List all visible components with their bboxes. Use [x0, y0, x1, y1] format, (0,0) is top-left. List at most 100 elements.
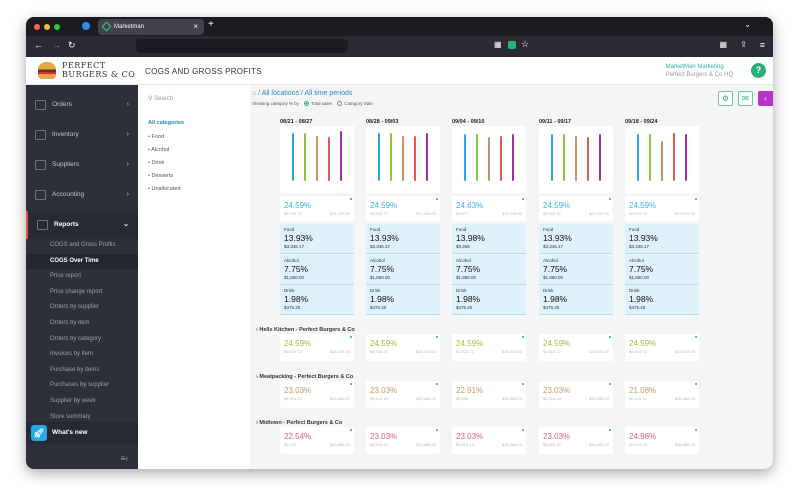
bar-desserts[interactable]	[587, 136, 589, 181]
location-cogs-card[interactable]: 23.03% $5,916.15 $25,688.20	[366, 380, 440, 408]
sidebar-subitem[interactable]: Store summary	[50, 413, 91, 420]
marketman-extension-icon[interactable]	[508, 41, 516, 49]
sidebar-subitem[interactable]: Orders by supplier	[50, 304, 100, 311]
account-switcher[interactable]: MarketMan Marketing Perfect Burgers & Co …	[666, 63, 733, 79]
bar-unallocated[interactable]	[512, 133, 514, 181]
category-card[interactable]: Drink 1.98% $475.20	[452, 285, 526, 315]
home-icon[interactable]: ⌂	[252, 90, 257, 97]
bar-alcohol[interactable]	[304, 133, 306, 181]
category-card[interactable]: Food 13.93% $3,346.17	[280, 224, 354, 254]
bar-desserts[interactable]	[500, 136, 502, 181]
sidebar-subitem[interactable]: COGS Over Time	[26, 253, 138, 269]
location-cogs-card[interactable]: 24.59% $5,916.72 $24,045.00	[625, 334, 699, 361]
bar-drink[interactable]	[316, 136, 318, 181]
category-item[interactable]: • Drink	[148, 160, 164, 166]
sidebar-subitem[interactable]: Orders by category	[50, 335, 102, 342]
bookmark-star-icon[interactable]: ☆	[521, 39, 530, 49]
location-cogs-card[interactable]: 24.59% $5,916.72 $24,045.00	[539, 334, 613, 361]
total-cogs-card[interactable]: 24.63% $5,871 $24,045.00	[452, 196, 526, 221]
bar-alcohol[interactable]	[476, 133, 478, 181]
total-cogs-card[interactable]: 24.59% $5,916.72 $24,045.00	[280, 196, 354, 221]
category-card[interactable]: Drink 1.98% $475.20	[366, 285, 440, 315]
location-cogs-card[interactable]: 24.59% $5,916.72 $24,045.00	[452, 334, 526, 361]
category-item[interactable]: • Unallocated	[148, 186, 181, 192]
bar-drink[interactable]	[661, 140, 663, 181]
sidebar-item-suppliers[interactable]: Suppliers ›	[26, 151, 138, 179]
location-heading[interactable]: › Meatpacking - Perfect Burgers & Co	[256, 374, 353, 380]
sidebar-item-reports[interactable]: Reports ⌄	[26, 211, 138, 239]
location-cogs-card[interactable]: 23.03% $5,916.15 $25,688.20	[452, 427, 526, 454]
sidebar-subitem[interactable]: Purchases by supplier	[50, 382, 110, 389]
search-input[interactable]: ⚲ Search	[148, 95, 173, 102]
category-card[interactable]: Food 13.93% $3,346.17	[625, 224, 699, 254]
category-card[interactable]: Drink 1.98% $475.20	[539, 285, 613, 315]
close-window-icon[interactable]	[34, 24, 40, 30]
back-button[interactable]: ←	[34, 40, 43, 50]
location-heading[interactable]: › Midtown - Perfect Burgers & Co	[256, 420, 342, 426]
bar-alcohol[interactable]	[563, 133, 565, 181]
category-card[interactable]: Alcohol 7.75% $1,860.00	[539, 254, 613, 285]
minimize-window-icon[interactable]	[44, 24, 50, 30]
period-header[interactable]: 08/28 - 09/03	[366, 119, 399, 125]
close-tab-button[interactable]: ×	[193, 22, 198, 31]
bar-food[interactable]	[292, 132, 294, 181]
sidebar-item-orders[interactable]: Orders ›	[26, 91, 138, 119]
sidebar-subitem[interactable]: Invoices by item	[50, 351, 94, 358]
location-cogs-card[interactable]: 22.91% $5,886 $25,688.20	[452, 380, 526, 408]
bar-alcohol[interactable]	[390, 132, 392, 181]
location-cogs-card[interactable]: 23.03% $5,916.15 $25,688.20	[539, 380, 613, 408]
tab-list-chevron-icon[interactable]: ⌄	[744, 20, 751, 29]
bar-unallocated[interactable]	[685, 133, 687, 181]
category-card[interactable]: Drink 1.98% $475.20	[625, 285, 699, 315]
sidebar-subitem[interactable]: Orders by item	[50, 320, 90, 326]
radio-category-sale[interactable]	[337, 101, 343, 107]
category-all[interactable]: All categories	[148, 120, 185, 126]
location-cogs-card[interactable]: 23.03% $5,916.15 $25,688.20	[539, 427, 613, 454]
total-cogs-card[interactable]: 24.59% $5,916.72 $24,045.00	[625, 196, 699, 221]
period-header[interactable]: 09/18 - 09/24	[625, 119, 658, 125]
whats-new-button[interactable]: 🚀︎ What's new	[26, 422, 138, 444]
category-card[interactable]: Food 13.98% $3,356	[452, 224, 526, 254]
brand-logo[interactable]: PERFECT BURGERS & CO	[38, 60, 138, 82]
apps-icon[interactable]: ▦	[719, 40, 727, 49]
category-card[interactable]: Alcohol 7.75% $1,860.00	[625, 254, 699, 285]
sidebar-subitem[interactable]: Price change report	[50, 288, 103, 295]
location-cogs-card[interactable]: 22.54% $5,791 $25,688.20	[280, 427, 354, 454]
help-button[interactable]: ?	[751, 63, 766, 78]
sidebar-subitem[interactable]: Price report	[50, 273, 82, 280]
location-cogs-card[interactable]: 24.98% $6,416.15 $25,688.20	[625, 427, 699, 454]
radio-total-sales-label[interactable]: Total sales	[311, 101, 333, 106]
period-header[interactable]: 09/04 - 09/10	[452, 119, 485, 125]
category-card[interactable]: Alcohol 7.75% $1,860.00	[280, 254, 354, 285]
tab-marketman[interactable]: Marketman ×	[98, 19, 204, 35]
period-header[interactable]: 08/21 - 08/27	[280, 119, 313, 125]
radio-total-sales[interactable]	[304, 101, 310, 107]
total-cogs-card[interactable]: 24.59% $5,916.72 $24,045.00	[366, 196, 440, 221]
category-card[interactable]: Alcohol 7.75% $1,860.00	[452, 254, 526, 285]
menu-button[interactable]: ≡	[759, 40, 765, 50]
location-cogs-card[interactable]: 23.03% $5,916.15 $25,688.20	[366, 427, 440, 454]
reload-button[interactable]: ↻	[68, 40, 76, 50]
export-button[interactable]: ✉	[738, 91, 753, 106]
bar-desserts[interactable]	[328, 137, 330, 181]
extensions-icon[interactable]: ▦	[494, 40, 502, 49]
category-card[interactable]: Alcohol 7.75% $1,860.00	[366, 254, 440, 285]
settings-button[interactable]: ⚙	[718, 91, 733, 106]
new-tab-button[interactable]: +	[208, 19, 214, 30]
breadcrumb-periods[interactable]: All time periods	[304, 90, 353, 97]
location-heading[interactable]: › Hells Kitchen - Perfect Burgers & Co	[256, 327, 355, 333]
category-card[interactable]: Food 13.93% $3,346.17	[366, 224, 440, 254]
location-cogs-card[interactable]: 21.08% $5,415.15 $25,688.20	[625, 380, 699, 408]
sidebar-item-inventory[interactable]: Inventory ›	[26, 121, 138, 149]
bar-unallocated[interactable]	[426, 132, 428, 181]
bar-desserts[interactable]	[673, 132, 675, 181]
bar-desserts[interactable]	[414, 136, 416, 181]
bar-food[interactable]	[464, 133, 466, 181]
location-cogs-card[interactable]: 24.59% $5,916.72 $24,045.00	[366, 334, 440, 361]
bar-food[interactable]	[637, 133, 639, 181]
location-cogs-card[interactable]: 24.59% $5,916.72 $24,045.00	[280, 334, 354, 361]
bar-alcohol[interactable]	[649, 133, 651, 181]
bar-drink[interactable]	[402, 135, 404, 181]
forward-button[interactable]: →	[52, 40, 61, 50]
category-item[interactable]: • Alcohol	[148, 147, 169, 153]
